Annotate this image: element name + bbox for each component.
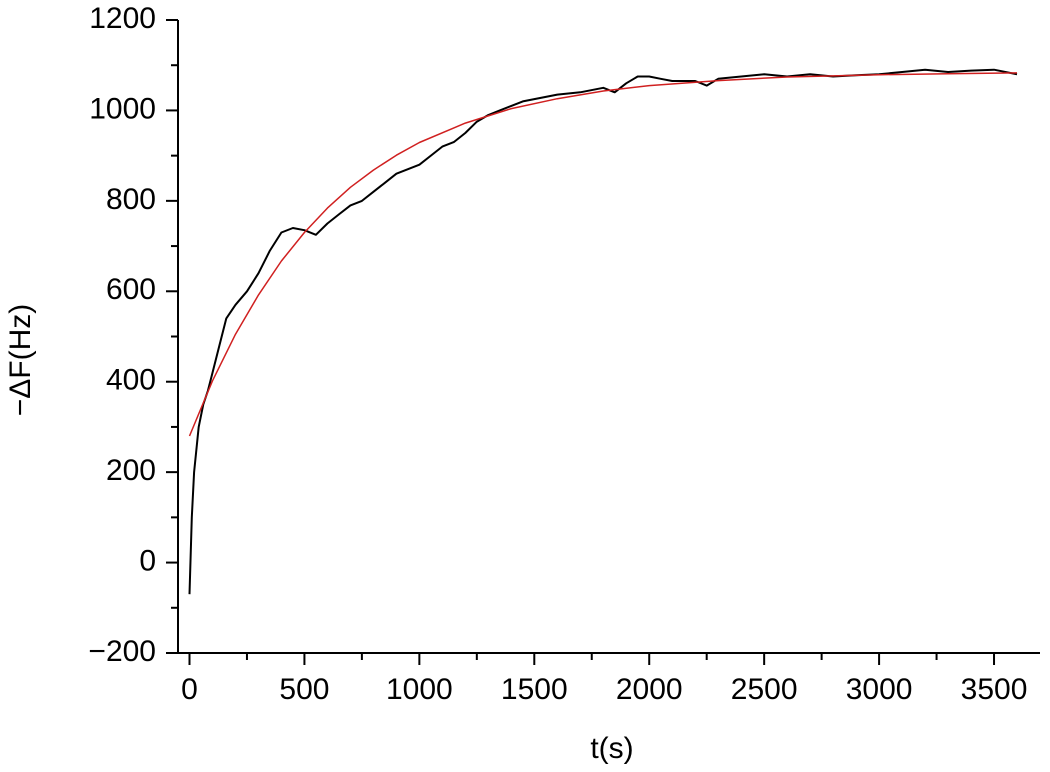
y-axis-label: −ΔF(Hz) — [4, 304, 37, 417]
x-tick-label: 0 — [181, 673, 198, 706]
y-tick-label: 800 — [106, 183, 156, 216]
y-tick-label: 0 — [139, 544, 156, 577]
x-tick-label: 1500 — [501, 673, 568, 706]
x-tick-label: 3000 — [846, 673, 913, 706]
y-tick-label: 200 — [106, 454, 156, 487]
x-tick-label: 2500 — [731, 673, 798, 706]
series-line — [188, 72, 1018, 437]
y-tick-label: 400 — [106, 364, 156, 397]
x-tick-label: 1000 — [386, 673, 453, 706]
series-line — [188, 68, 1018, 595]
y-tick-label: −200 — [88, 635, 156, 668]
x-tick-label: 3500 — [961, 673, 1028, 706]
y-tick-label: 600 — [106, 273, 156, 306]
x-tick-label: 500 — [279, 673, 329, 706]
y-tick-label: 1000 — [89, 92, 156, 125]
x-tick-label: 2000 — [616, 673, 683, 706]
x-axis-label: t(s) — [590, 732, 633, 765]
y-tick-label: 1200 — [89, 2, 156, 35]
